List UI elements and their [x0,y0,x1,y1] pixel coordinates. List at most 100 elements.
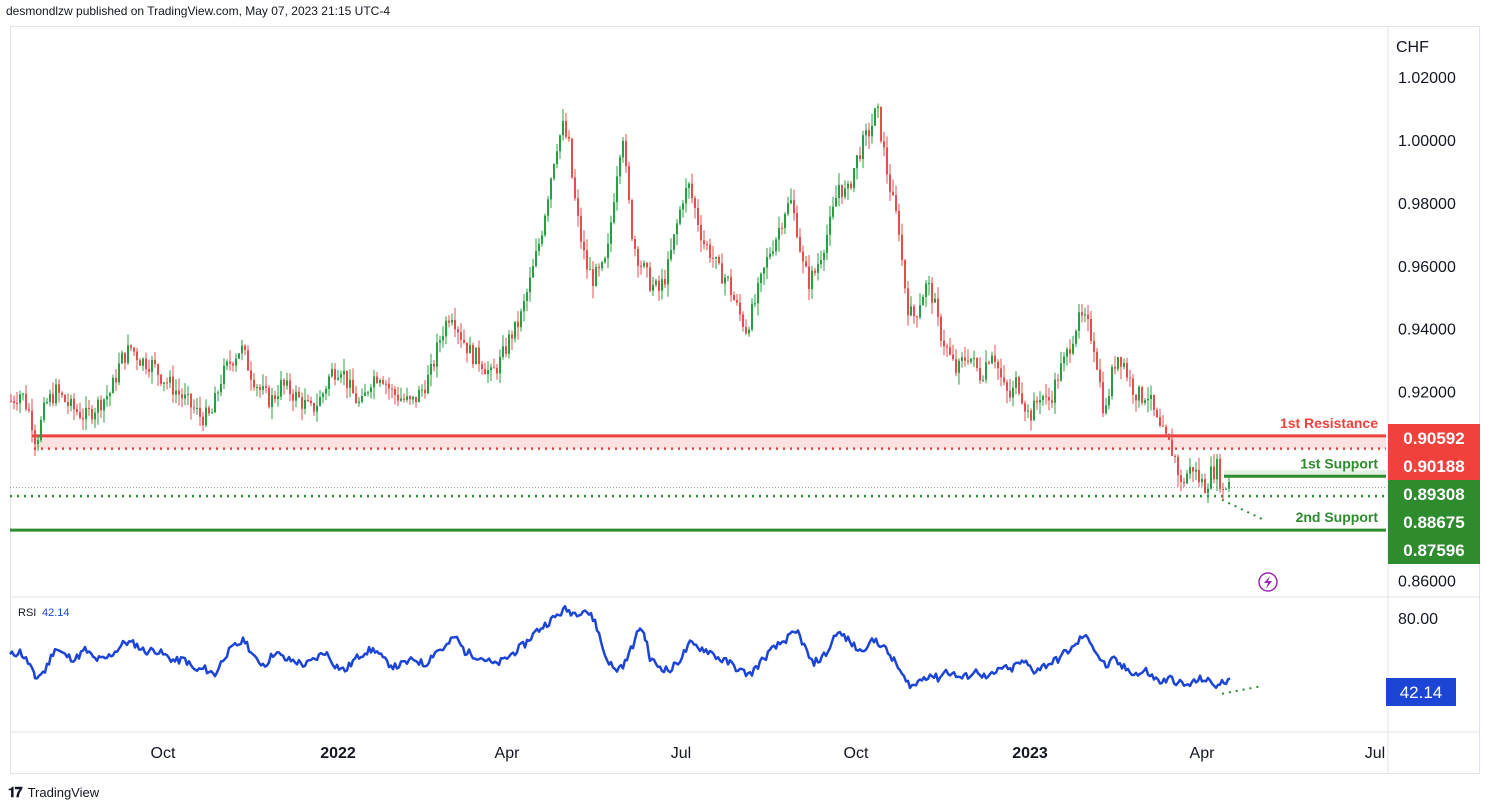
price-tag [1388,480,1480,508]
candle-body [1054,379,1056,403]
candle-body [31,410,33,431]
candle-body [478,347,480,365]
candle-body [1174,455,1176,457]
price-tag [1388,508,1480,536]
candle-body [121,352,123,364]
candle-body [520,311,522,328]
candle-body [304,400,306,409]
candle-body [226,361,228,366]
candle-body [598,266,600,269]
candle-body [1051,400,1053,403]
candle-body [733,294,735,301]
candle-body [1000,368,1002,378]
price-tag [1388,536,1480,564]
candle-body [769,253,771,257]
candle-body [448,320,450,323]
candle-body [526,292,528,301]
candle-body [1036,400,1038,403]
candle-body [1141,386,1143,403]
candle-body [361,396,363,402]
candle-body [979,367,981,381]
candle-body [970,358,972,362]
candle-body [490,367,492,370]
candle-body [379,380,381,384]
candle-body [112,377,114,394]
tradingview-logo-icon[interactable]: 𝟏𝟕 [8,784,23,800]
rsi-label: RSI [18,607,36,619]
candle-body [298,391,300,398]
support-resistance-levels: 1st Resistance 1st Support 2nd Support [10,415,1386,592]
price-tick-label: 0.92000 [1398,385,1456,402]
candle-body [850,183,852,188]
footer-brand[interactable]: TradingView [27,785,100,800]
candle-body [1207,488,1209,494]
candle-body [763,267,765,274]
candle-body [853,168,855,188]
candle-body [787,203,789,214]
candle-body [1177,456,1179,476]
candle-body [1132,378,1134,395]
candle-body [61,392,63,396]
candlestick-series [10,103,1230,504]
candle-body [502,346,504,357]
candle-body [760,273,762,283]
price-tag-label: 0.89308 [1403,485,1464,504]
rsi-value-tag [1386,678,1456,706]
candle-body [1138,386,1140,401]
candle-body [652,284,654,291]
candle-body [895,195,897,211]
support-zone [1224,470,1386,477]
candle-body [1072,343,1074,354]
candle-body [667,259,669,285]
candle-body [844,188,846,197]
candle-body [880,106,882,142]
candle-body [865,130,867,136]
candle-body [25,393,27,410]
candle-body [982,379,984,381]
candle-body [499,356,501,374]
candle-body [1090,318,1092,341]
currency-label: CHF [1396,39,1429,56]
candle-body [808,266,810,290]
candle-body [1159,417,1161,426]
price-axis[interactable]: CHF 1.02000 1.00000 0.98000 0.96000 0.94000 0.… [1388,39,1480,590]
candle-body [1222,489,1224,491]
candle-body [862,135,864,160]
candle-body [370,387,372,393]
candle-body [793,200,795,214]
candle-body [208,407,210,414]
price-tag-label: 0.88675 [1403,513,1464,532]
candle-body [187,393,189,395]
time-axis[interactable]: Oct 2022 Apr Jul Oct 2023 Apr Jul [151,745,1386,762]
candle-body [199,407,201,417]
candle-body [400,398,402,401]
candle-body [619,157,621,177]
candle-body [994,355,996,362]
candle-body [925,283,927,297]
candle-body [1033,400,1035,421]
candle-body [70,398,72,406]
candle-body [1195,469,1197,472]
rsi-value-tag-label: 42.14 [1400,683,1443,702]
candle-body [37,440,39,445]
candle-body [133,347,135,352]
candle-body [1015,377,1017,388]
candle-body [397,394,399,401]
candle-body [922,296,924,306]
candle-body [577,198,579,216]
candle-body [160,374,162,384]
candle-body [229,361,231,364]
candle-body [556,151,558,165]
candle-body [328,376,330,389]
candle-body [1171,439,1173,456]
candle-body [1186,473,1188,484]
candle-body [958,360,960,373]
price-tag [1388,424,1480,452]
candle-body [811,270,813,290]
candle-body [94,412,96,420]
price-tag-label: 0.87596 [1403,541,1464,560]
candle-body [118,363,120,383]
candle-body [211,412,213,414]
candle-body [859,155,861,160]
